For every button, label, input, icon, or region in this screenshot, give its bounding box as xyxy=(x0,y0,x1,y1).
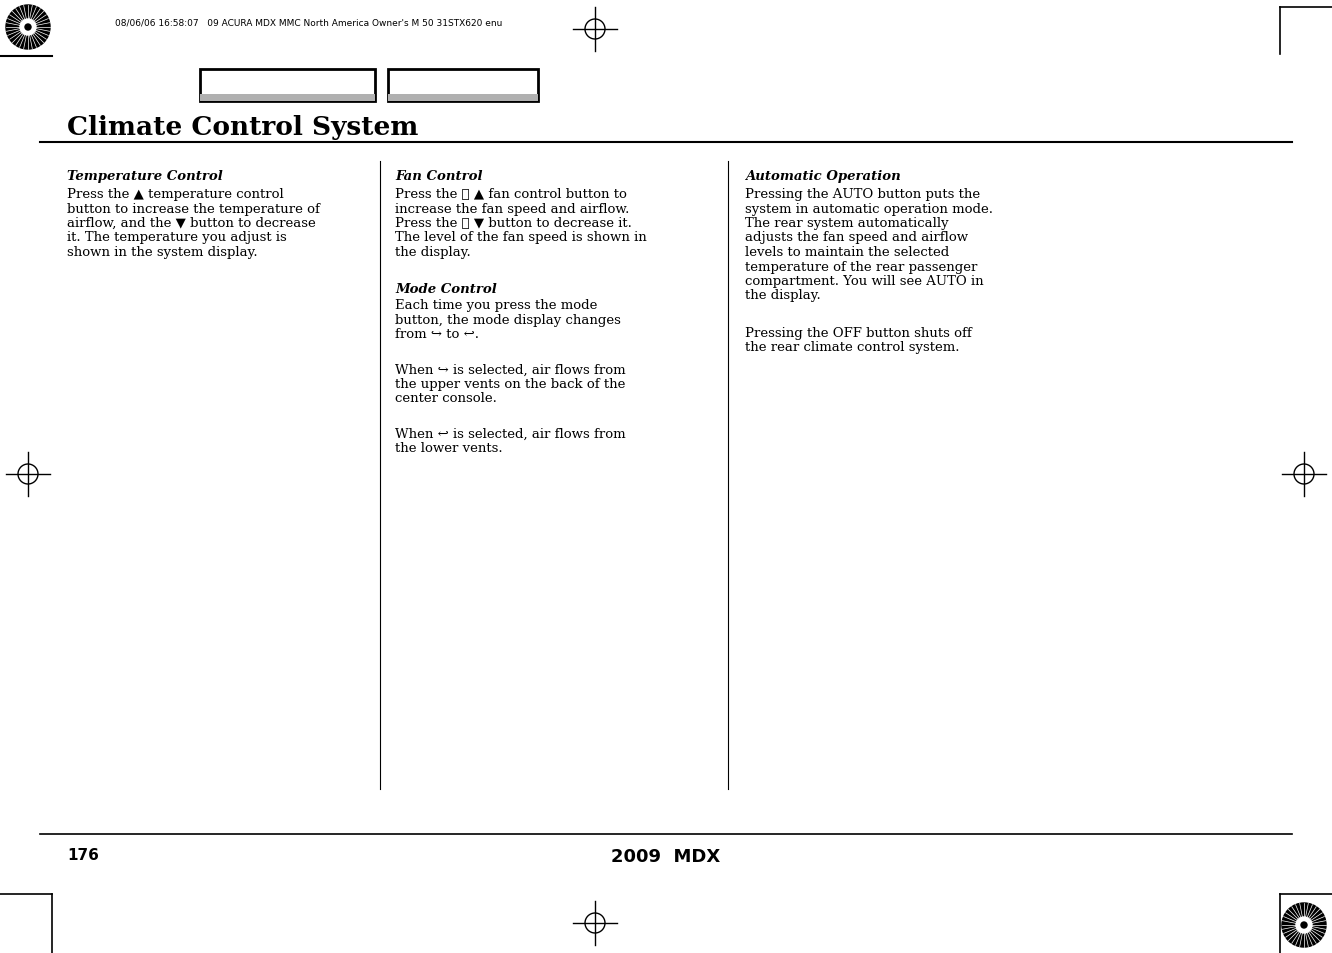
Text: The rear system automatically: The rear system automatically xyxy=(745,216,948,230)
Text: from ↪ to ↩.: from ↪ to ↩. xyxy=(396,328,480,341)
Circle shape xyxy=(1281,903,1325,947)
Text: temperature of the rear passenger: temperature of the rear passenger xyxy=(745,260,978,274)
Text: Pressing the OFF button shuts off: Pressing the OFF button shuts off xyxy=(745,326,972,339)
Bar xyxy=(200,95,376,102)
Text: adjusts the fan speed and airflow: adjusts the fan speed and airflow xyxy=(745,232,968,244)
Text: system in automatic operation mode.: system in automatic operation mode. xyxy=(745,202,992,215)
Text: compartment. You will see AUTO in: compartment. You will see AUTO in xyxy=(745,274,983,288)
Text: the upper vents on the back of the: the upper vents on the back of the xyxy=(396,377,626,391)
Text: shown in the system display.: shown in the system display. xyxy=(67,246,257,258)
Circle shape xyxy=(1296,917,1312,933)
Text: Press the ▲ temperature control: Press the ▲ temperature control xyxy=(67,188,284,201)
Text: The level of the fan speed is shown in: The level of the fan speed is shown in xyxy=(396,232,647,244)
Text: Mode Control: Mode Control xyxy=(396,283,497,295)
Text: Temperature Control: Temperature Control xyxy=(67,170,222,183)
Text: Climate Control System: Climate Control System xyxy=(67,115,418,140)
Text: Each time you press the mode: Each time you press the mode xyxy=(396,299,597,313)
Text: it. The temperature you adjust is: it. The temperature you adjust is xyxy=(67,232,286,244)
Text: Automatic Operation: Automatic Operation xyxy=(745,170,900,183)
Text: 08/06/06 16:58:07   09 ACURA MDX MMC North America Owner's M 50 31STX620 enu: 08/06/06 16:58:07 09 ACURA MDX MMC North… xyxy=(115,18,502,27)
Text: When ↩ is selected, air flows from: When ↩ is selected, air flows from xyxy=(396,427,626,440)
Text: Fan Control: Fan Control xyxy=(396,170,482,183)
Text: When ↪ is selected, air flows from: When ↪ is selected, air flows from xyxy=(396,363,626,376)
Circle shape xyxy=(7,6,51,50)
Text: button, the mode display changes: button, the mode display changes xyxy=(396,314,621,327)
Text: increase the fan speed and airflow.: increase the fan speed and airflow. xyxy=(396,202,630,215)
Bar xyxy=(388,95,538,102)
Text: Press the ✱ ▲ fan control button to: Press the ✱ ▲ fan control button to xyxy=(396,188,627,201)
Text: airflow, and the ▼ button to decrease: airflow, and the ▼ button to decrease xyxy=(67,216,316,230)
Text: levels to maintain the selected: levels to maintain the selected xyxy=(745,246,950,258)
Circle shape xyxy=(20,20,36,36)
Text: the lower vents.: the lower vents. xyxy=(396,441,502,455)
Text: center console.: center console. xyxy=(396,392,497,405)
Text: the rear climate control system.: the rear climate control system. xyxy=(745,340,959,354)
Text: Pressing the AUTO button puts the: Pressing the AUTO button puts the xyxy=(745,188,980,201)
Bar xyxy=(200,70,376,102)
Bar xyxy=(388,70,538,102)
Text: button to increase the temperature of: button to increase the temperature of xyxy=(67,202,320,215)
Text: the display.: the display. xyxy=(745,289,821,302)
Circle shape xyxy=(1301,923,1307,928)
Text: 176: 176 xyxy=(67,847,99,862)
Text: 2009  MDX: 2009 MDX xyxy=(611,847,721,865)
Text: Press the ✱ ▼ button to decrease it.: Press the ✱ ▼ button to decrease it. xyxy=(396,216,631,230)
Circle shape xyxy=(25,25,31,30)
Text: the display.: the display. xyxy=(396,246,470,258)
